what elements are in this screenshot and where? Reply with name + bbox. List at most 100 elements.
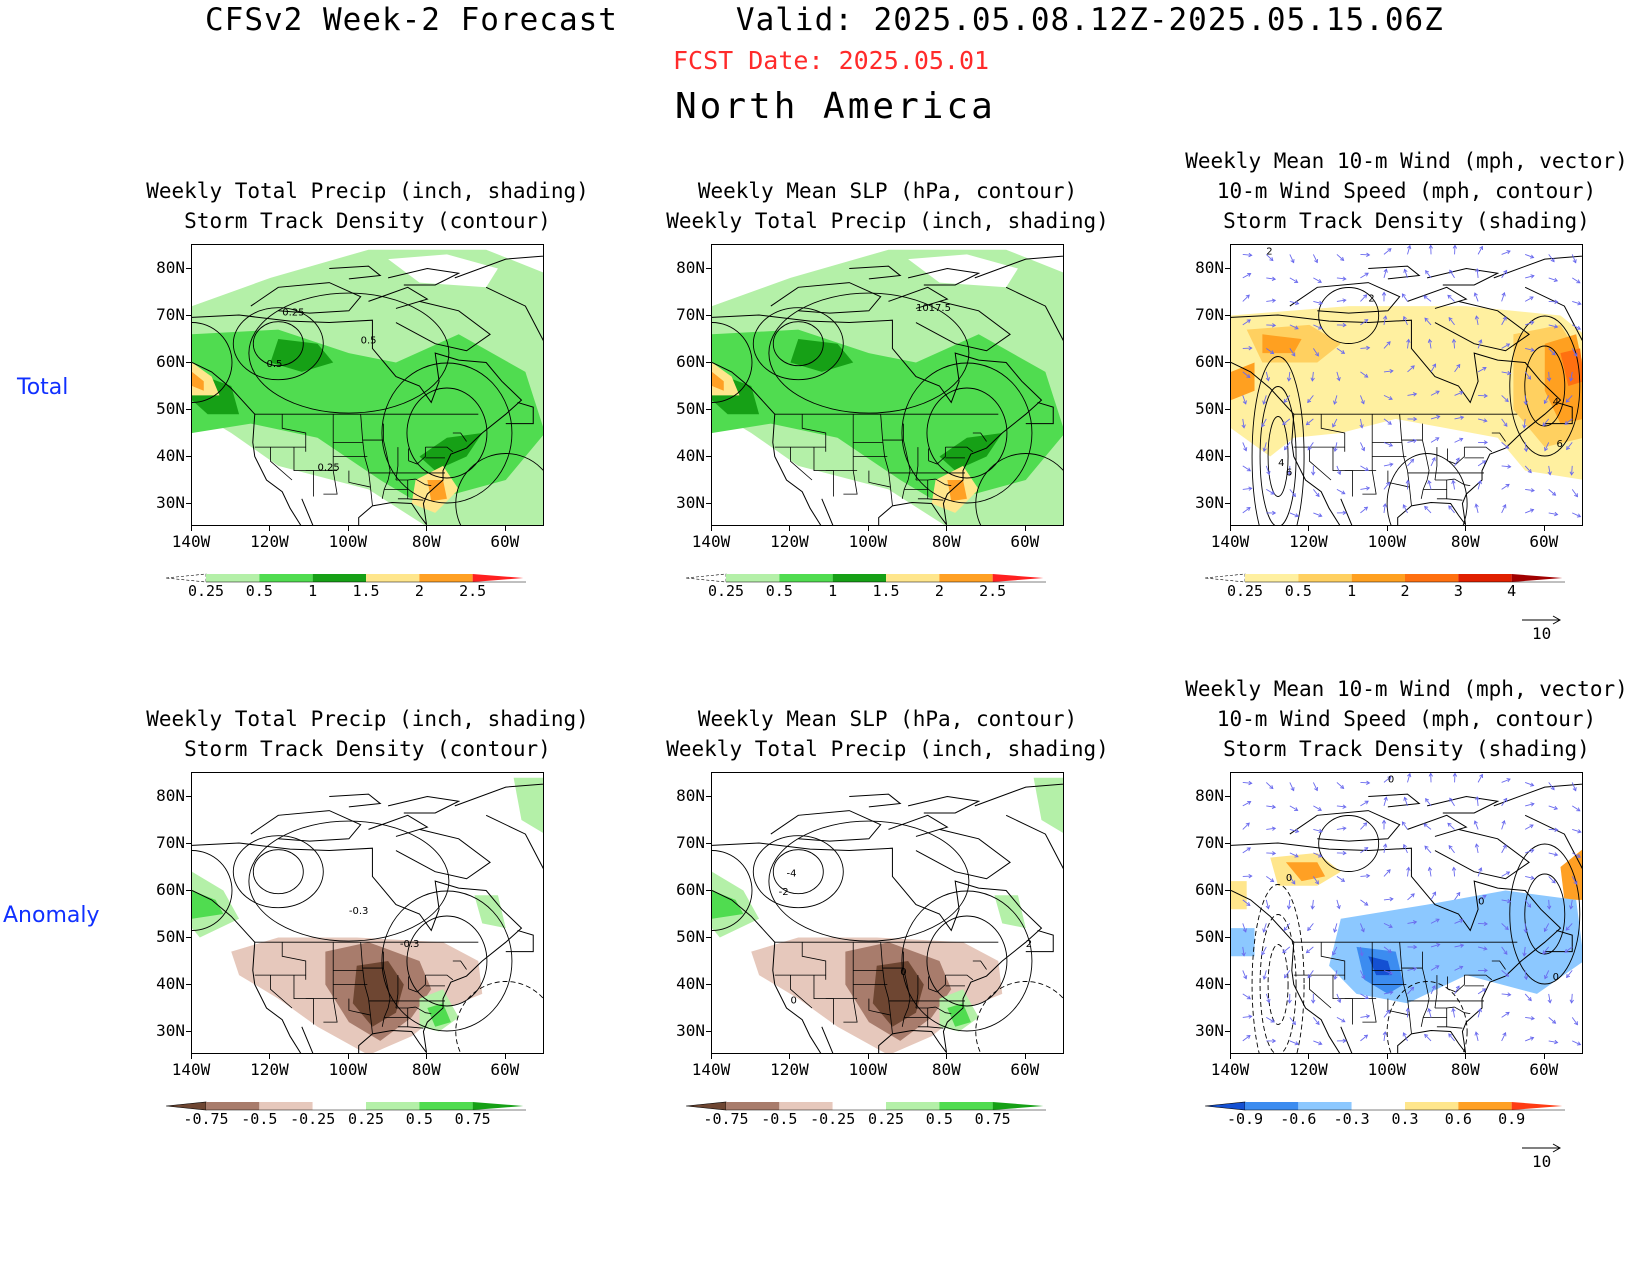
storm-density-anom-shade <box>1285 862 1326 882</box>
wind-vector-head <box>1428 245 1433 249</box>
coastline <box>301 498 314 525</box>
wind-vector-head <box>1455 457 1460 462</box>
wind-vector <box>1501 442 1509 449</box>
lon-tick <box>347 526 349 531</box>
contour-line <box>248 820 450 942</box>
wind-vector <box>1334 970 1338 980</box>
wind-vector-head <box>1505 871 1511 876</box>
wind-vector-head <box>1266 998 1271 1004</box>
contour-line <box>712 322 753 403</box>
wind-vector <box>1477 895 1487 901</box>
wind-vector <box>1242 923 1247 933</box>
wind-vector <box>1477 246 1483 255</box>
wind-vector <box>1524 824 1534 830</box>
colorbar-label: 0.75 <box>454 1110 491 1128</box>
coastline <box>770 282 882 314</box>
wind-vector-head <box>1386 341 1391 346</box>
wind-vector <box>1383 1010 1390 1018</box>
wind-vector <box>1383 482 1390 490</box>
wind-vector-head <box>1554 827 1559 832</box>
wind-vector-head <box>1530 875 1535 880</box>
wind-vector <box>1501 899 1511 903</box>
wind-vector-head <box>1307 398 1312 404</box>
contour-label: 0.5 <box>361 336 377 347</box>
lon-tick <box>504 1054 506 1059</box>
wind-vector <box>1383 248 1392 255</box>
contour-layer <box>1251 815 1581 1053</box>
wind-vector-head <box>1245 822 1250 827</box>
wind-vector-head <box>1246 847 1251 852</box>
wind-vector <box>1242 899 1251 906</box>
wind-vector <box>1524 923 1527 933</box>
contour-line <box>248 292 450 414</box>
contour-line <box>406 387 488 479</box>
wind-vector-head <box>1342 826 1347 831</box>
wind-vector <box>1572 852 1581 858</box>
wind-vector-head <box>1410 893 1415 898</box>
wind-vector <box>1424 845 1432 854</box>
storm-density-shade <box>1262 334 1302 354</box>
coastline <box>192 314 523 525</box>
state-border <box>801 414 827 452</box>
storm-density-anom-shade <box>1231 881 1247 910</box>
wind-vector-head <box>1246 902 1251 907</box>
wind-vector-head <box>1364 319 1369 323</box>
colorbar-segment <box>1405 1102 1459 1110</box>
panel-title-line: Weekly Mean 10-m Wind (mph, vector) <box>1185 149 1628 173</box>
state-border <box>790 447 813 481</box>
precip-shade <box>939 433 1003 471</box>
state-border <box>348 470 371 488</box>
coastline-layer <box>192 255 543 525</box>
wind-vector-head <box>1382 1031 1388 1036</box>
wind-vector-head <box>1366 873 1371 879</box>
state-border <box>395 447 399 481</box>
wind-vector-head <box>1447 294 1452 299</box>
wind-vector-head <box>1337 998 1342 1004</box>
wind-vector <box>1265 782 1274 789</box>
coastline-layer <box>712 783 1063 1053</box>
wind-vector <box>1548 489 1556 496</box>
wind-vector-head <box>1550 258 1555 263</box>
wind-vector <box>1312 348 1319 357</box>
wind-vector <box>1429 867 1432 877</box>
map-frame: 0.25 0.5 0.5 0.25 <box>191 244 544 526</box>
state-border <box>1309 975 1332 1009</box>
wind-vector-head <box>1381 291 1387 296</box>
state-border <box>407 1026 424 1029</box>
wind-vector-head <box>1272 510 1277 516</box>
wind-vector-head <box>1505 444 1510 449</box>
wind-vector-head <box>1386 869 1391 874</box>
contour-label: 0 <box>900 967 906 978</box>
wind-vector-head <box>1565 926 1570 931</box>
colorbar-label: 0.25 <box>187 582 225 600</box>
wind-vector-head <box>1553 324 1559 329</box>
contour-line <box>1386 453 1468 525</box>
state-border <box>1387 470 1410 488</box>
wind-vector-head <box>1569 471 1574 476</box>
state-border <box>293 975 314 1025</box>
precip-anom-shade <box>1033 777 1063 833</box>
wind-vector <box>1525 1016 1535 1020</box>
coastline <box>505 401 534 425</box>
wind-vector-head <box>1522 424 1527 429</box>
wind-vector-head <box>1363 822 1368 827</box>
lat-tick-label: 40N <box>676 445 705 465</box>
wind-vector-head <box>1243 975 1248 980</box>
colorbar-segment <box>1405 574 1459 582</box>
wind-vector-head <box>1479 245 1484 251</box>
state-border <box>1447 447 1465 465</box>
coastline <box>329 793 382 808</box>
wind-vector <box>1334 442 1338 452</box>
wind-vector <box>1360 465 1369 471</box>
wind-vector <box>1383 418 1392 425</box>
wind-vector-head <box>1507 464 1512 469</box>
precip-anom-shade <box>192 890 224 919</box>
wind-vector-head <box>1501 820 1506 825</box>
wind-vector-head <box>1412 920 1418 925</box>
wind-vector <box>1407 339 1410 349</box>
wind-vector-head <box>1569 905 1574 910</box>
state-border <box>880 414 893 506</box>
contour-line <box>901 890 1033 1032</box>
wind-vector-head <box>1424 317 1429 322</box>
lon-tick-label: 80W <box>931 1060 961 1079</box>
